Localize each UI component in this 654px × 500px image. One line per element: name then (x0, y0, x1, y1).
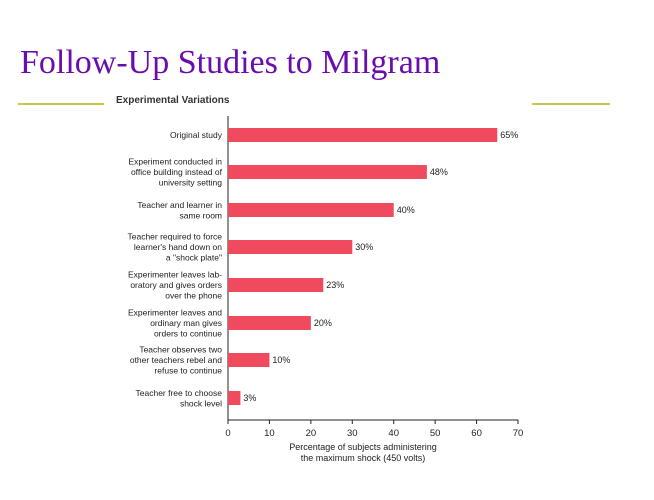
category-label-line: Teacher free to choose (136, 388, 223, 398)
chart-title: Experimental Variations (116, 95, 230, 106)
bar-value-label: 20% (314, 318, 332, 328)
category-label: Teacher observes two other teachers rebel… (130, 345, 222, 376)
x-tick-label: 20 (306, 428, 317, 439)
bar-value-label: 40% (397, 205, 415, 215)
category-label-line: orders to continue (154, 329, 222, 339)
bar-value-label: 30% (355, 242, 373, 252)
title-rule-left (18, 103, 104, 105)
category-label-line: Original study (170, 130, 223, 140)
x-axis-title-line: Percentage of subjects administering (289, 442, 437, 452)
category-label-line: oratory and gives orders (130, 280, 222, 290)
x-tick-label: 10 (264, 428, 275, 439)
category-label-line: ordinary man gives (150, 318, 222, 328)
bar-value-label: 23% (326, 280, 344, 290)
category-label: Experiment conducted in office building i… (128, 157, 222, 188)
category-label: Teacher required to force learner's hand … (128, 232, 223, 263)
x-tick-label: 0 (225, 428, 230, 439)
category-label-line: Experimenter leaves and (128, 308, 222, 318)
category-label: Original study (170, 130, 223, 140)
category-label-line: learner's hand down on (134, 242, 222, 252)
category-label-line: university setting (159, 178, 223, 188)
bar-value-label: 48% (430, 167, 448, 177)
bar (228, 128, 498, 142)
slide-title: Follow-Up Studies to Milgram (20, 44, 441, 81)
x-axis-title-line: the maximum shock (450 volts) (301, 453, 426, 463)
x-tick-label: 50 (430, 428, 441, 439)
category-label: Experimenter leaves lab-oratory and give… (128, 270, 222, 301)
category-label-line: refuse to continue (154, 366, 222, 376)
category-label-line: over the phone (165, 291, 222, 301)
category-label-line: Teacher observes two (139, 345, 222, 355)
category-label: Teacher and learner in same room (137, 200, 222, 221)
category-label-line: Experiment conducted in (128, 157, 222, 167)
bar-value-label: 10% (272, 355, 290, 365)
bar (228, 203, 394, 217)
category-label: Experimenter leaves and ordinary man give… (128, 308, 222, 339)
category-label-line: office building instead of (131, 167, 223, 177)
category-label-line: Teacher required to force (128, 232, 223, 242)
bar (228, 240, 353, 254)
bar (228, 316, 311, 330)
x-tick-label: 30 (347, 428, 358, 439)
category-label-line: Experimenter leaves lab- (128, 270, 222, 280)
bar-value-label: 3% (243, 393, 256, 403)
bar (228, 353, 270, 367)
title-rule-right (532, 103, 610, 105)
x-tick-label: 70 (513, 428, 524, 439)
category-label: Teacher free to choose shock level (136, 388, 223, 409)
x-tick-label: 60 (471, 428, 482, 439)
x-tick-label: 40 (388, 428, 399, 439)
bar (228, 391, 241, 405)
category-label-line: same room (179, 210, 222, 220)
bar (228, 165, 427, 179)
bar (228, 278, 324, 292)
category-label-line: other teachers rebel and (130, 355, 222, 365)
bar-value-label: 65% (500, 130, 518, 140)
category-label-line: Teacher and learner in (137, 200, 222, 210)
x-axis-title: Percentage of subjects administering the … (289, 442, 437, 463)
category-label-line: shock level (180, 398, 222, 408)
category-label-line: a "shock plate" (166, 253, 222, 263)
